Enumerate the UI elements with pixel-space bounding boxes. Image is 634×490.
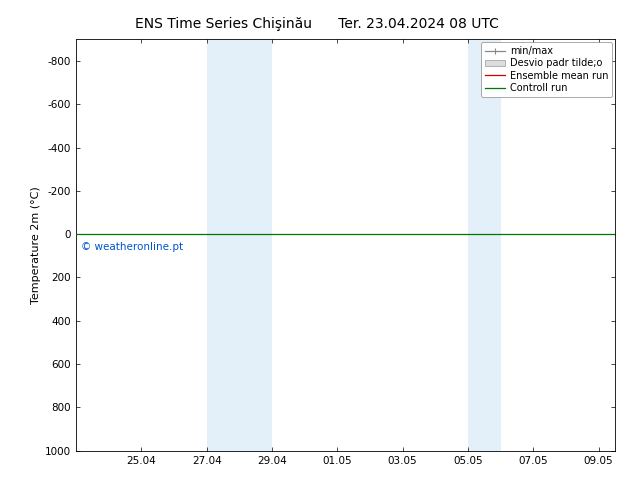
Text: © weatheronline.pt: © weatheronline.pt bbox=[81, 242, 184, 252]
Text: ENS Time Series Chişinău      Ter. 23.04.2024 08 UTC: ENS Time Series Chişinău Ter. 23.04.2024… bbox=[135, 17, 499, 31]
Bar bbox=[468, 39, 501, 451]
Y-axis label: Temperature 2m (°C): Temperature 2m (°C) bbox=[31, 186, 41, 304]
Legend: min/max, Desvio padr tilde;o, Ensemble mean run, Controll run: min/max, Desvio padr tilde;o, Ensemble m… bbox=[481, 42, 612, 97]
Bar bbox=[207, 39, 272, 451]
